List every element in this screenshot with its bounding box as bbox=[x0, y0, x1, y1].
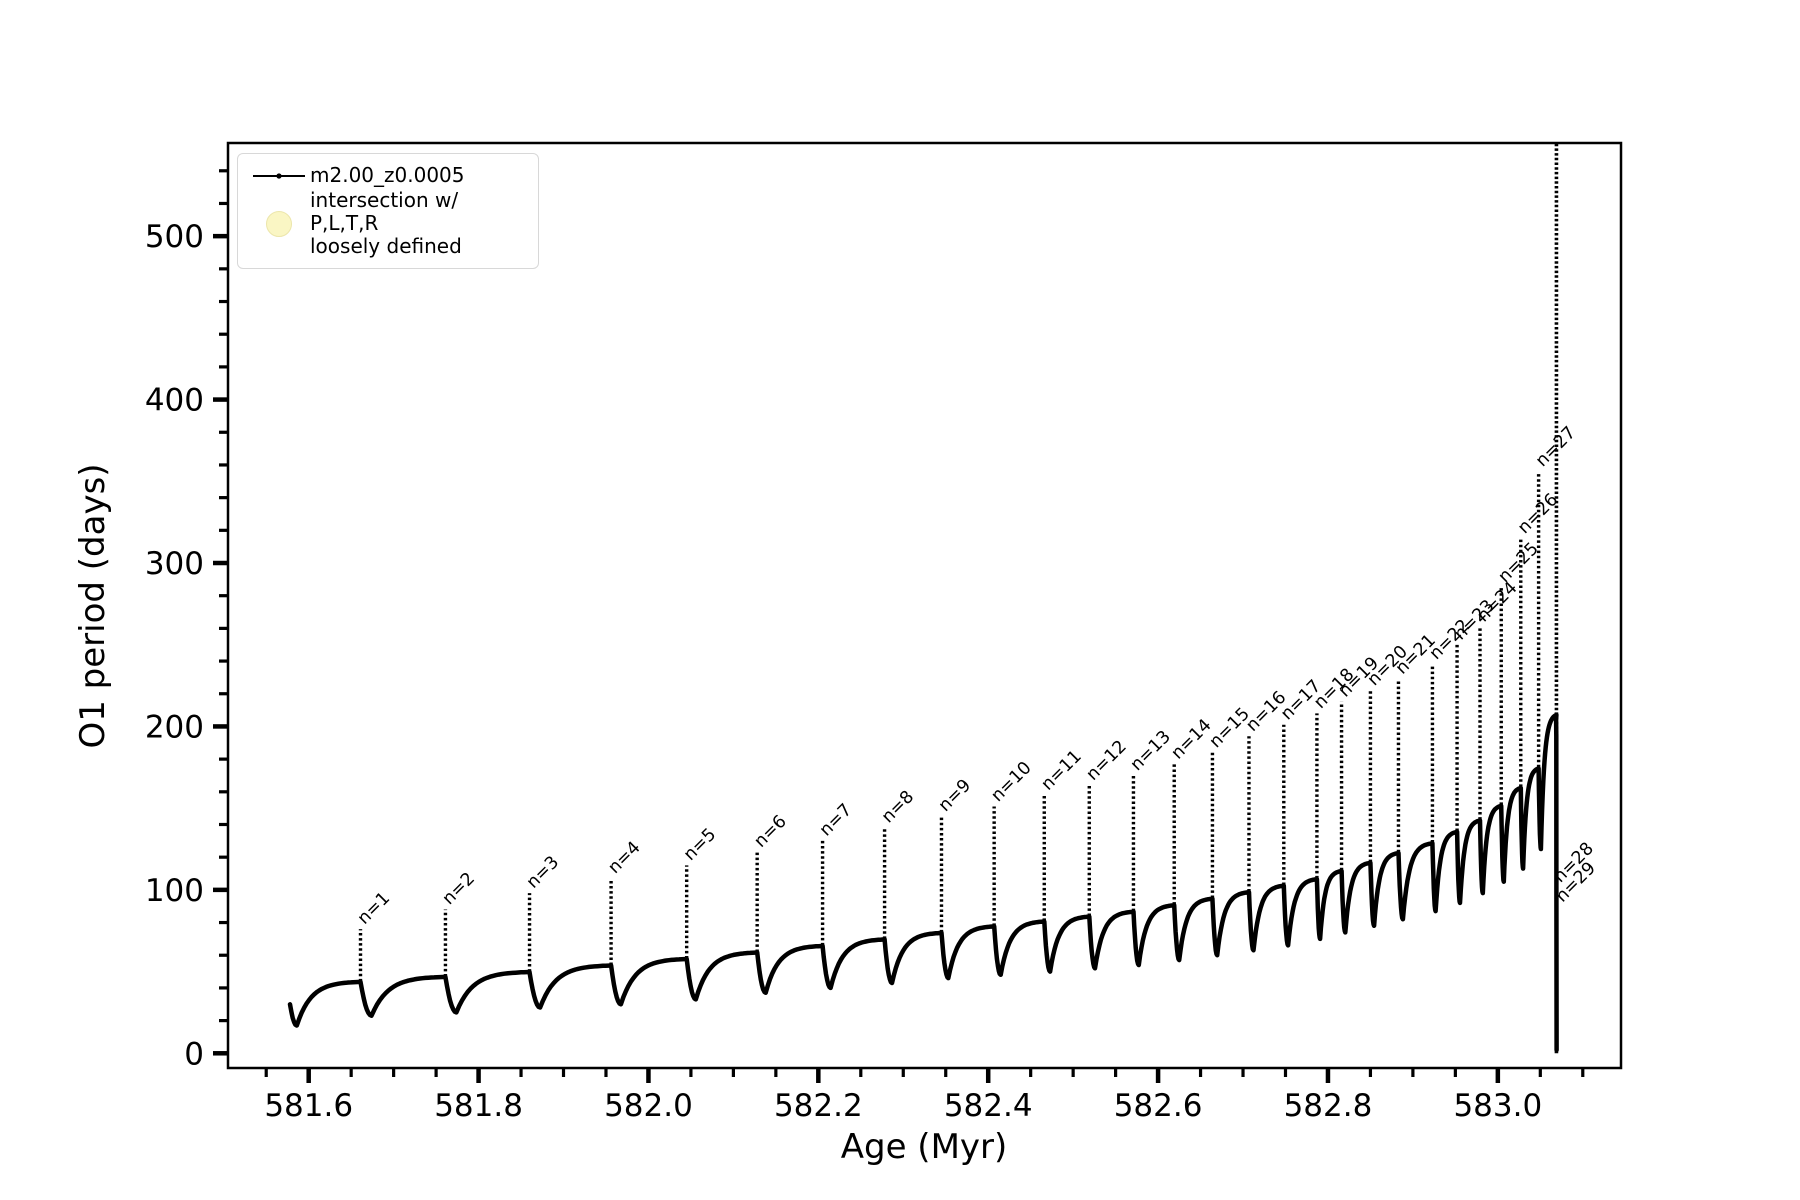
x-tick-label: 581.6 bbox=[264, 1088, 353, 1124]
series-curve bbox=[287, 712, 1559, 1053]
y-tick-label: 200 bbox=[145, 709, 204, 745]
spike-lines-group bbox=[358, 143, 1559, 1054]
spike-label-n9: n=9 bbox=[935, 776, 975, 816]
legend-item-intersection: intersection w/ P,L,T,R loosely defined bbox=[248, 189, 528, 258]
series-curve-group bbox=[287, 712, 1559, 1053]
x-tick-label: 583.0 bbox=[1453, 1088, 1542, 1124]
x-tick-label: 582.0 bbox=[604, 1088, 693, 1124]
spike-label-n8: n=8 bbox=[878, 787, 918, 827]
x-tick-label: 582.4 bbox=[944, 1088, 1033, 1124]
spike-label-n13: n=13 bbox=[1127, 727, 1175, 775]
y-tick-label: 300 bbox=[145, 546, 204, 582]
line-dot-icon bbox=[253, 172, 305, 179]
spike-label-n5: n=5 bbox=[680, 825, 720, 865]
x-axis-label: Age (Myr) bbox=[841, 1127, 1008, 1167]
plot-frame-rect bbox=[226, 141, 1623, 1070]
legend: m2.00_z0.0005 intersection w/ P,L,T,R lo… bbox=[237, 153, 539, 269]
spike-label-n3: n=3 bbox=[523, 852, 563, 892]
axis-tick-labels: 581.6 581.8 582.0 582.2 582.4 582.6 582.8 583.0… bbox=[145, 219, 1542, 1124]
spike-label-n12: n=12 bbox=[1083, 737, 1131, 785]
y-tick-label: 0 bbox=[184, 1036, 204, 1072]
series-line-marker-icon bbox=[248, 169, 310, 183]
y-axis-label: O1 period (days) bbox=[73, 463, 113, 748]
axis-ticks bbox=[213, 169, 1585, 1083]
legend-item-series: m2.00_z0.0005 bbox=[248, 164, 528, 187]
spike-label-n4: n=4 bbox=[604, 838, 644, 878]
x-tick-label: 582.8 bbox=[1284, 1088, 1373, 1124]
spike-label-n6: n=6 bbox=[751, 812, 791, 852]
legend-intersection-label: intersection w/ P,L,T,R loosely defined bbox=[310, 188, 462, 258]
x-tick-label: 582.6 bbox=[1114, 1088, 1203, 1124]
spike-label-n25: n=25 bbox=[1495, 539, 1543, 587]
spike-label-n2: n=2 bbox=[439, 869, 479, 909]
y-tick-label: 500 bbox=[145, 219, 204, 255]
spike-label-n7: n=7 bbox=[816, 800, 856, 840]
x-tick-label: 582.2 bbox=[774, 1088, 863, 1124]
filled-circle-icon bbox=[266, 210, 292, 237]
plot-frame bbox=[226, 141, 1623, 1070]
spike-annotations-group: n=1 n=2 n=3 n=4 n=5 n=6 n=7 n=8 n=9 n=10 n=11n=12n… bbox=[354, 423, 1600, 929]
legend-series-label: m2.00_z0.0005 bbox=[310, 163, 465, 187]
intersection-marker-icon bbox=[248, 210, 310, 237]
y-tick-label: 400 bbox=[145, 383, 204, 419]
spike-label-n11: n=11 bbox=[1038, 747, 1086, 795]
spike-label-n1: n=1 bbox=[354, 888, 394, 928]
x-tick-label: 581.8 bbox=[434, 1088, 523, 1124]
y-tick-label: 100 bbox=[145, 873, 204, 909]
spike-label-n10: n=10 bbox=[988, 758, 1036, 806]
